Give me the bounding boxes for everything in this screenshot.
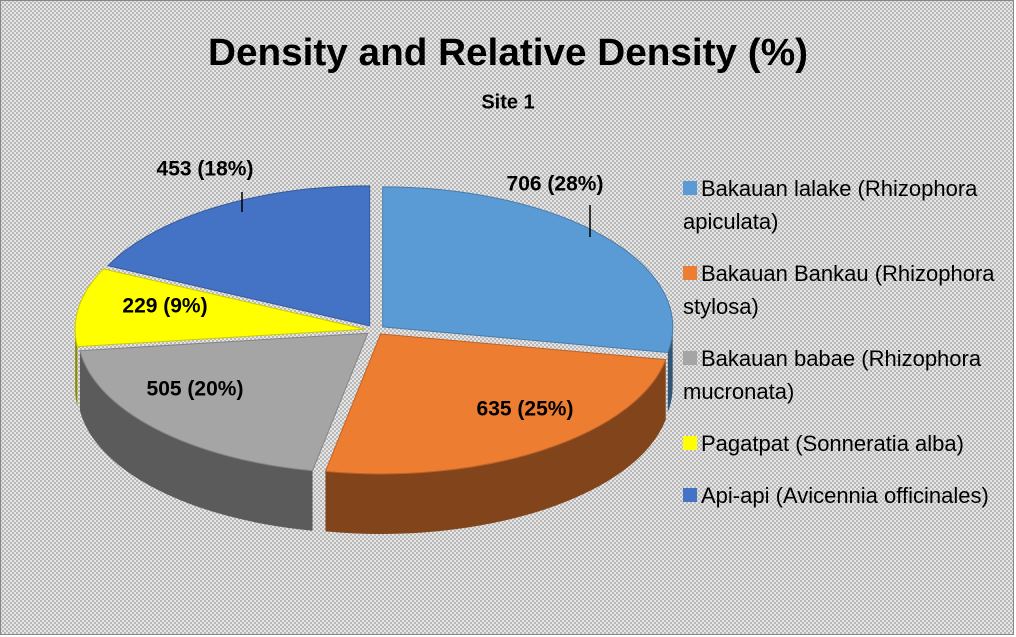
data-labels: 706 (28%) 635 (25%) 505 (20%) 229 (9%) 453 (… <box>122 158 603 421</box>
chart-title: Density and Relative Density (%) <box>208 32 808 74</box>
legend-entry: Bakauan babae (Rhizophora mucronata) <box>683 342 1005 408</box>
data-label: 229 (9%) <box>122 295 207 318</box>
data-label: 453 (18%) <box>157 158 254 181</box>
data-label: 505 (20%) <box>147 378 244 401</box>
legend-label: Pagatpat (Sonneratia alba) <box>701 431 964 456</box>
legend-label: Bakauan babae (Rhizophora mucronata) <box>683 346 982 404</box>
legend-label: Bakauan Bankau (Rhizophora stylosa) <box>683 261 995 319</box>
pie-tops <box>74 185 674 475</box>
slice-side <box>79 350 313 531</box>
data-label: 635 (25%) <box>477 398 574 421</box>
legend-entry: Api-api (Avicennia officinales) <box>683 479 1005 512</box>
chart-subtitle: Site 1 <box>481 91 534 113</box>
data-label: 706 (28%) <box>507 173 604 196</box>
legend-swatch <box>683 351 697 365</box>
legend-label: Api-api (Avicennia officinales) <box>701 483 989 508</box>
legend-entry: Bakauan Bankau (Rhizophora stylosa) <box>683 257 1005 323</box>
pie-sides <box>75 326 673 534</box>
slice <box>382 186 674 354</box>
slice <box>74 268 366 348</box>
legend-swatch <box>683 181 697 195</box>
slice-side <box>325 359 666 534</box>
legend-swatch <box>683 436 697 450</box>
legend-label: Bakauan lalake (Rhizophora apiculata) <box>683 176 978 234</box>
slice-side <box>667 326 673 413</box>
legend-entry: Pagatpat (Sonneratia alba) <box>683 427 1005 460</box>
legend-swatch <box>683 488 697 502</box>
slice-side <box>75 329 78 407</box>
slice <box>324 333 667 475</box>
legend-entry: Bakauan lalake (Rhizophora apiculata) <box>683 172 1005 238</box>
legend: Bakauan lalake (Rhizophora apiculata) Bak… <box>683 172 1005 531</box>
slice <box>79 332 369 472</box>
slice <box>106 185 371 327</box>
legend-swatch <box>683 266 697 280</box>
